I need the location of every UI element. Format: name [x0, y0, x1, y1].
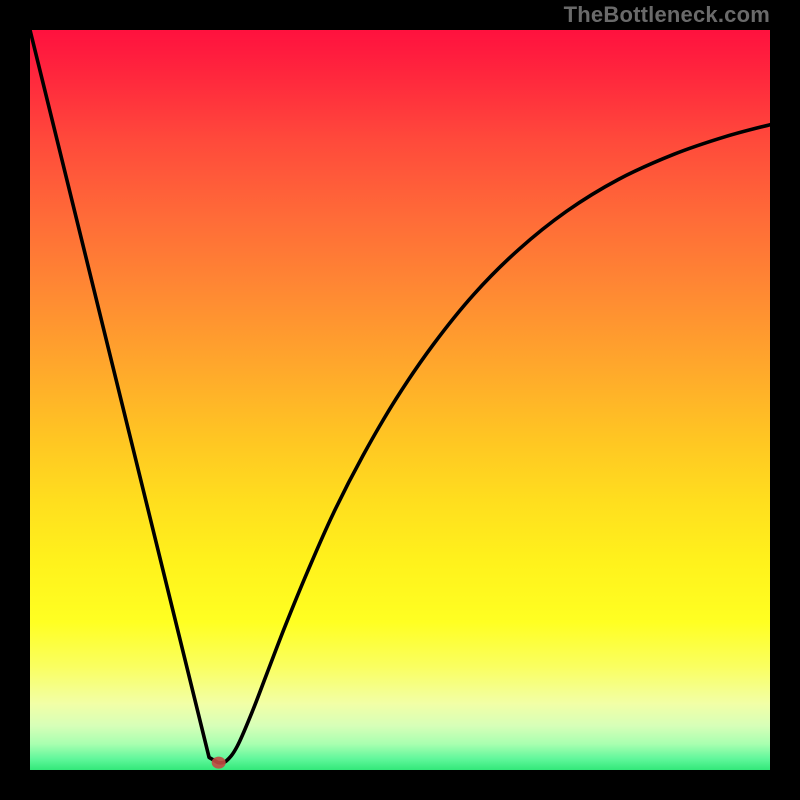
watermark-text: TheBottleneck.com	[564, 2, 770, 28]
chart-frame: TheBottleneck.com	[0, 0, 800, 800]
bottleneck-marker	[212, 757, 226, 769]
chart-background	[30, 30, 770, 770]
plot-area	[30, 30, 770, 770]
chart-svg	[30, 30, 770, 770]
